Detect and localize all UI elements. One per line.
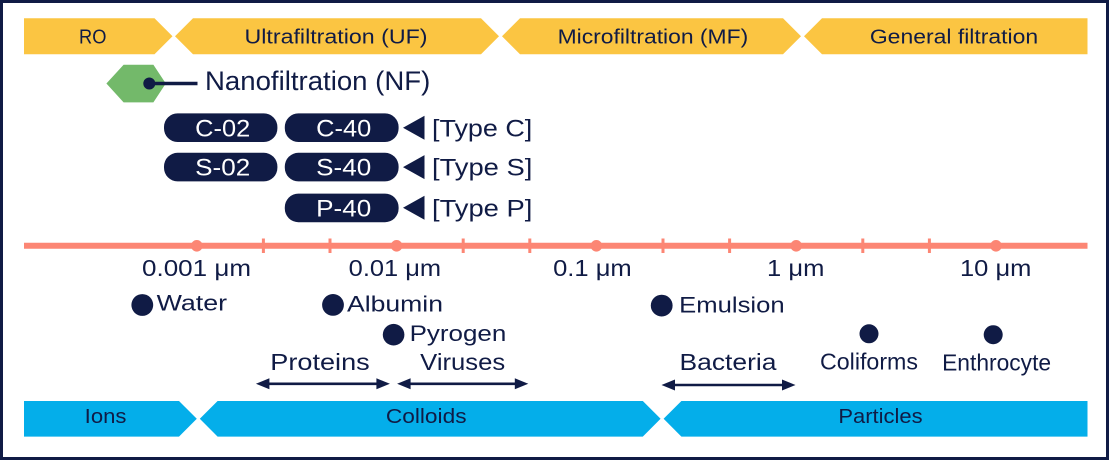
svg-text:Proteins: Proteins xyxy=(270,349,369,375)
svg-text:General filtration: General filtration xyxy=(870,26,1038,48)
svg-text:Viruses: Viruses xyxy=(420,349,505,375)
svg-text:Enthrocyte: Enthrocyte xyxy=(942,349,1051,375)
svg-text:Bacteria: Bacteria xyxy=(680,349,778,375)
svg-text:S-40: S-40 xyxy=(316,155,371,182)
svg-text:0.01 μm: 0.01 μm xyxy=(349,255,441,281)
svg-text:C-40: C-40 xyxy=(316,115,371,142)
svg-text:RO: RO xyxy=(79,26,106,48)
svg-text:[Type P]: [Type P] xyxy=(432,195,532,222)
svg-text:S-02: S-02 xyxy=(195,155,250,182)
svg-text:Coliforms: Coliforms xyxy=(820,348,918,374)
svg-text:Nanofiltration (NF): Nanofiltration (NF) xyxy=(205,66,430,96)
svg-text:P-40: P-40 xyxy=(316,196,371,223)
svg-text:Colloids: Colloids xyxy=(386,405,467,428)
svg-text:Albumin: Albumin xyxy=(347,291,443,316)
svg-text:Emulsion: Emulsion xyxy=(679,292,784,317)
svg-text:Particles: Particles xyxy=(838,405,922,428)
svg-text:Water: Water xyxy=(157,291,228,316)
svg-text:Ions: Ions xyxy=(85,405,127,428)
svg-text:1 μm: 1 μm xyxy=(767,255,824,281)
svg-text:[Type C]: [Type C] xyxy=(432,115,532,142)
svg-text:0.001 μm: 0.001 μm xyxy=(142,255,251,281)
svg-text:C-02: C-02 xyxy=(195,115,250,142)
svg-text:Pyrogen: Pyrogen xyxy=(410,321,507,346)
svg-text:Microfiltration (MF): Microfiltration (MF) xyxy=(558,26,749,48)
svg-text:Ultrafiltration (UF): Ultrafiltration (UF) xyxy=(245,26,428,48)
svg-text:0.1 μm: 0.1 μm xyxy=(553,255,632,281)
svg-text:10 μm: 10 μm xyxy=(960,255,1031,281)
svg-text:[Type S]: [Type S] xyxy=(432,155,532,182)
